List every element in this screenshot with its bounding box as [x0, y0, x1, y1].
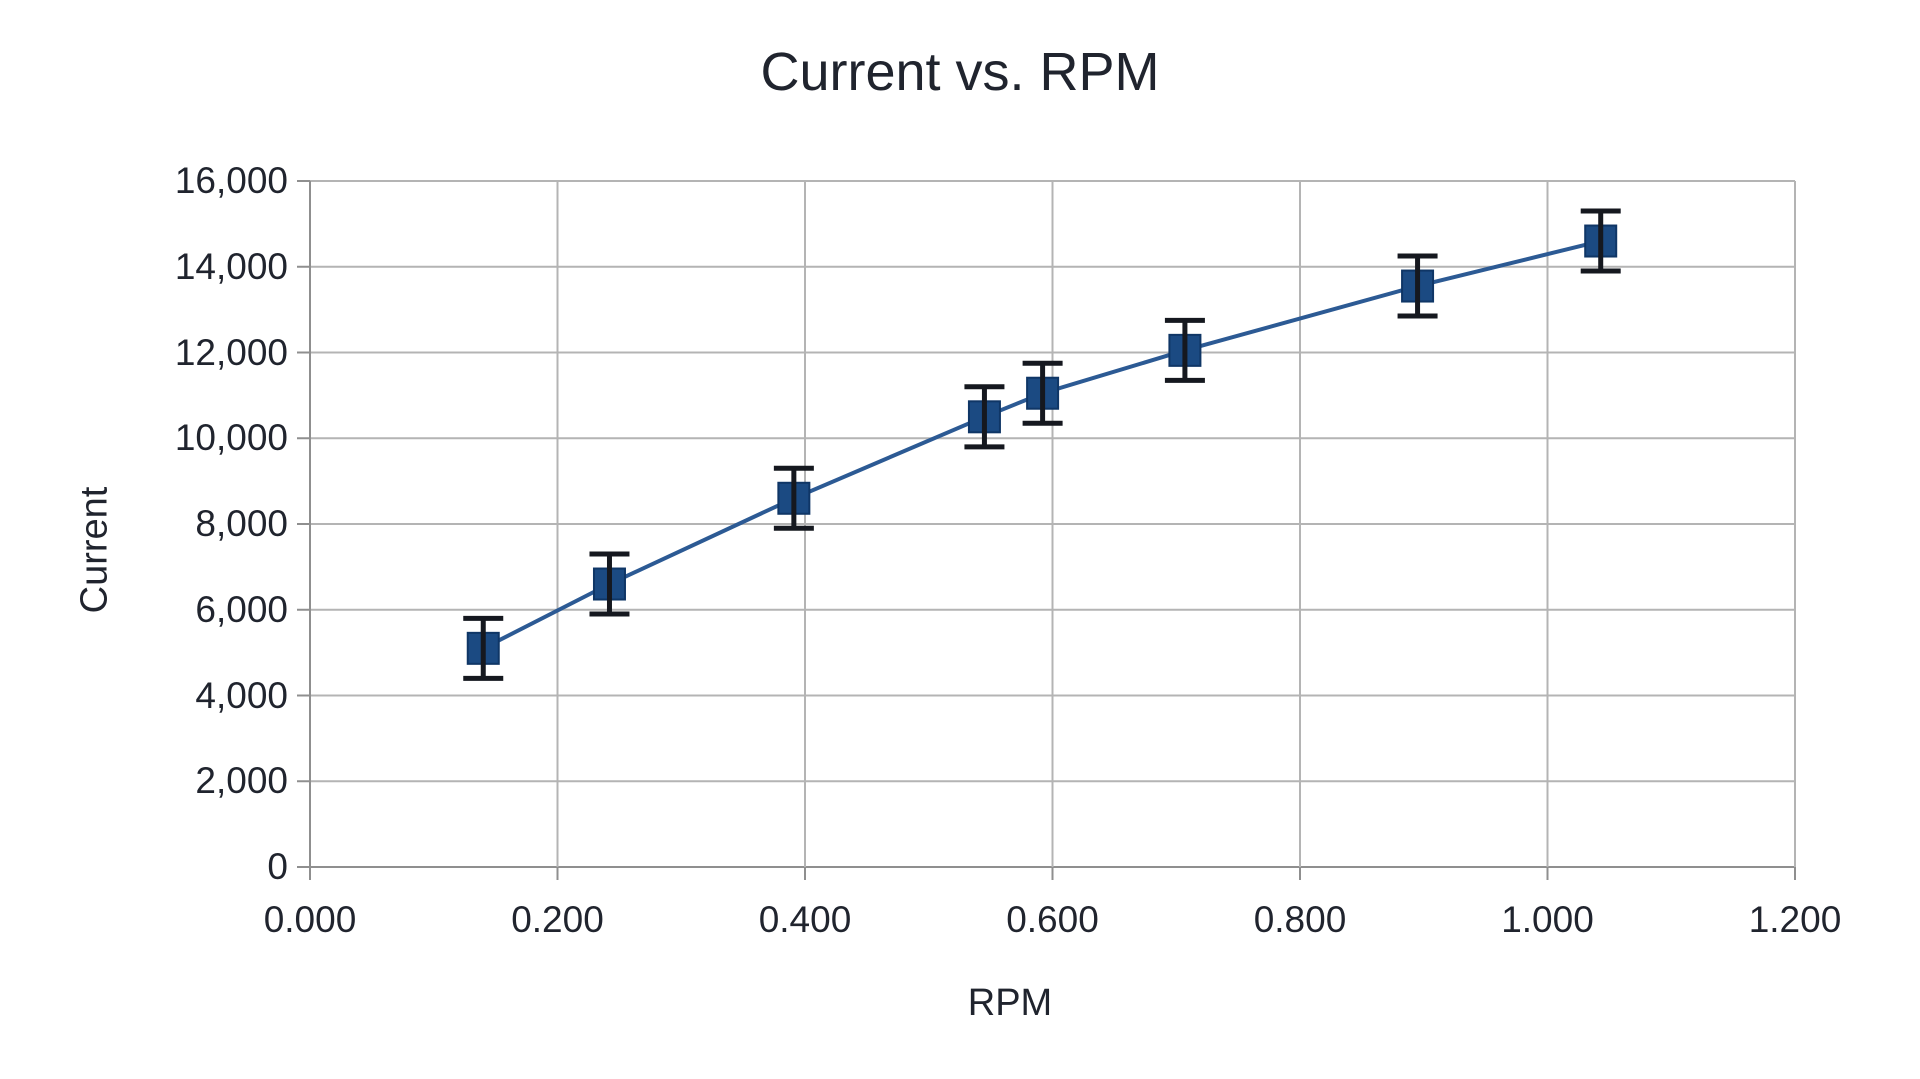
y-axis-tick-label: 10,000: [174, 417, 288, 459]
x-axis-title: RPM: [967, 982, 1053, 1024]
y-axis-tick-label: 0: [267, 846, 288, 887]
x-axis-tick-label: 0.200: [511, 899, 604, 940]
x-axis-tick-label: 0.600: [1006, 899, 1099, 940]
x-axis-tick-label: 0.400: [758, 899, 852, 940]
y-axis-tick-label: 2,000: [195, 760, 288, 802]
chart-title: Current vs. RPM: [760, 42, 1160, 102]
x-axis-tick-label: 0.000: [263, 899, 357, 940]
y-axis-tick-label: 4,000: [195, 674, 288, 716]
y-axis-tick-label: 16,000: [174, 160, 288, 201]
x-axis-tick-label: 0.800: [1253, 899, 1347, 940]
y-axis-tick-label: 12,000: [174, 331, 288, 373]
y-axis-tick-label: 6,000: [195, 588, 288, 630]
x-axis-tick-label: 1.200: [1748, 899, 1842, 940]
y-axis-tick-label: 14,000: [174, 245, 288, 287]
series-line: [482, 239, 1602, 651]
y-axis-tick-label: 8,000: [195, 503, 288, 544]
x-axis-tick-label: 1.000: [1501, 899, 1594, 940]
